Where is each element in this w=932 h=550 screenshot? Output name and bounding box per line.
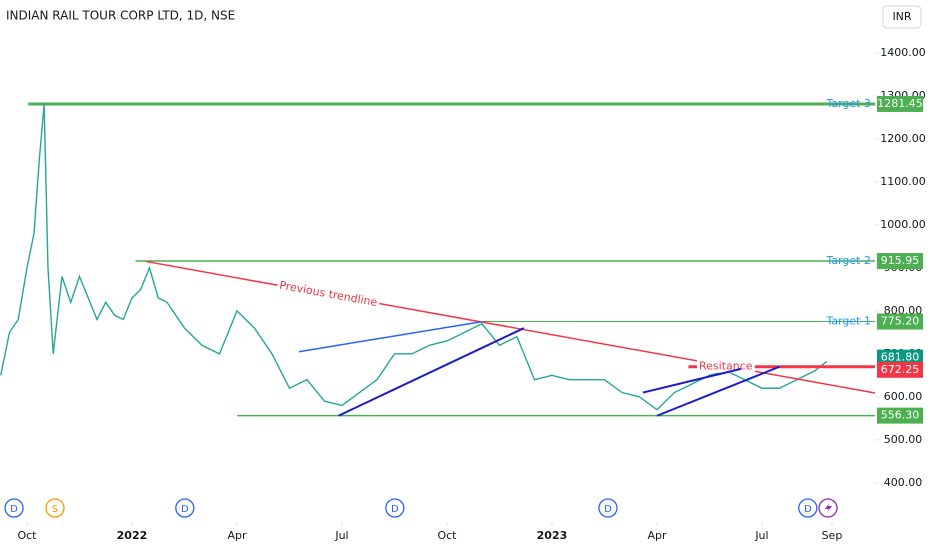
event-label: D (391, 504, 399, 515)
event-label: D (604, 504, 612, 515)
level-tag (877, 407, 923, 424)
event-marker[interactable] (385, 498, 405, 518)
level-tag-label: 775.20 (881, 315, 920, 328)
level-tag-label: 915.95 (881, 254, 920, 267)
lightning-icon (825, 502, 832, 514)
annotation-bg (276, 278, 381, 310)
y-tick-label: 1200.00 (880, 132, 926, 145)
event-marker[interactable] (4, 498, 24, 518)
level-name: Target 1 (825, 315, 871, 328)
currency-button[interactable] (882, 5, 922, 29)
price-tag-label: 672.25 (881, 363, 920, 376)
event-marker[interactable] (175, 498, 195, 518)
drawn-line (338, 327, 525, 417)
drawn-line (298, 320, 483, 353)
event-marker[interactable] (598, 498, 618, 518)
price-tag (877, 361, 923, 378)
level-tag (877, 313, 923, 330)
x-tick-label: Sep (822, 529, 843, 542)
price-line (0, 104, 828, 411)
event-marker[interactable] (45, 498, 65, 518)
level-tag (877, 95, 923, 112)
x-tick-label: 2022 (117, 529, 148, 542)
annotation-label: Resitance (699, 360, 753, 373)
level-name: Target 3 (825, 97, 871, 110)
drawn-line (642, 367, 742, 394)
event-marker[interactable] (798, 498, 818, 518)
x-tick-label: 2023 (537, 529, 568, 542)
y-tick-label: 1000.00 (880, 218, 926, 231)
x-tick-label: Oct (437, 529, 457, 542)
y-tick-label: 1400.00 (880, 46, 926, 59)
level-tag-label: 1281.45 (877, 97, 923, 110)
drawn-line (656, 365, 780, 417)
x-tick-label: Apr (227, 529, 247, 542)
x-tick-label: Jul (754, 529, 768, 542)
price-tag-label: 681.80 (881, 351, 920, 364)
level-name: Target 2 (825, 254, 871, 267)
chart-title: INDIAN RAIL TOUR CORP LTD, 1D, NSE (6, 9, 235, 23)
level-tag (877, 253, 923, 270)
event-label: S (52, 504, 58, 515)
price-tag (877, 349, 923, 366)
currency-label: INR (892, 10, 911, 23)
y-tick-label: 500.00 (884, 433, 923, 446)
event-label: D (804, 504, 812, 515)
event-label: D (10, 504, 18, 515)
x-tick-label: Jul (334, 529, 348, 542)
y-tick-label: 1100.00 (880, 175, 926, 188)
event-label: D (181, 504, 189, 515)
y-tick-label: 400.00 (884, 476, 923, 489)
y-tick-label: 600.00 (884, 390, 923, 403)
level-tag-label: 556.30 (881, 409, 920, 422)
x-tick-label: Apr (647, 529, 667, 542)
x-tick-label: Oct (17, 529, 37, 542)
